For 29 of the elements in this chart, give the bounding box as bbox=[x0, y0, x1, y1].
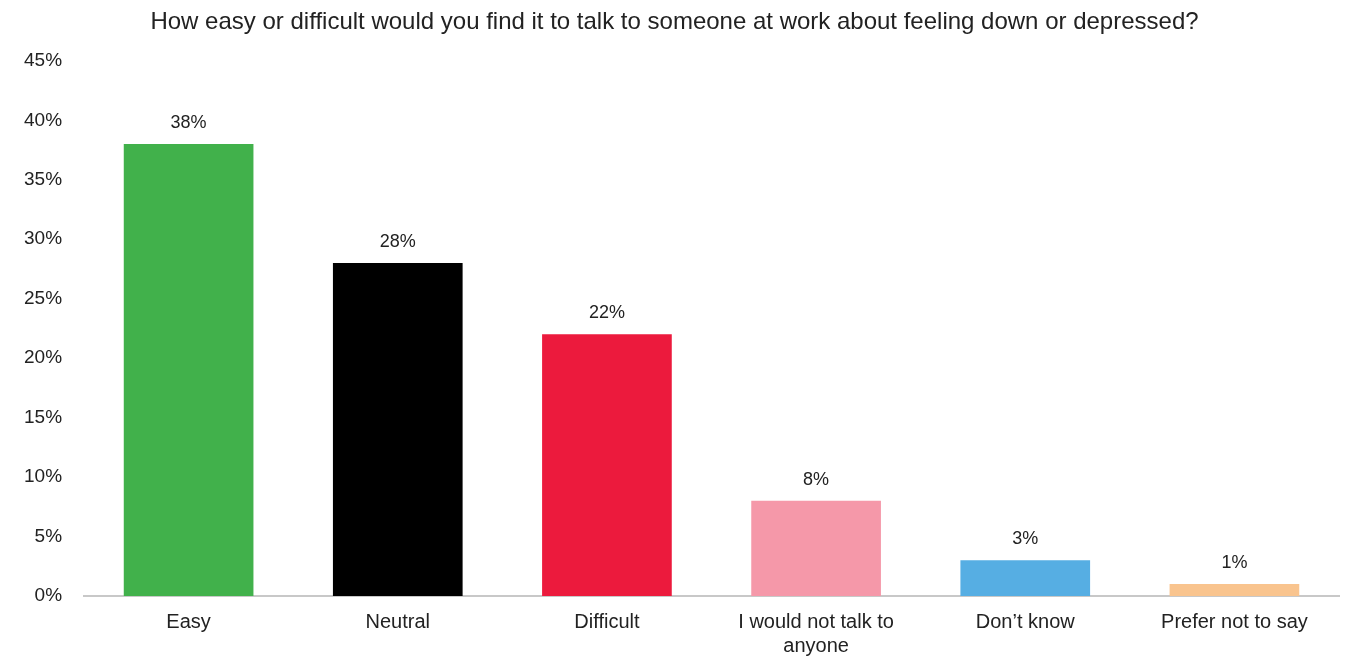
y-tick-label: 30% bbox=[24, 227, 63, 249]
y-tick-label: 5% bbox=[34, 524, 63, 546]
bar bbox=[751, 500, 881, 596]
x-tick-label: Prefer not to say bbox=[1161, 609, 1308, 632]
data-label: 1% bbox=[1221, 552, 1248, 573]
y-tick-label: 25% bbox=[24, 286, 63, 308]
x-tick-label: Don’t know bbox=[975, 609, 1076, 632]
bar bbox=[332, 262, 463, 596]
x-tick-label: Easy bbox=[166, 609, 211, 632]
x-tick-label: Difficult bbox=[574, 609, 640, 632]
bar bbox=[542, 334, 672, 596]
bar bbox=[1169, 584, 1300, 596]
y-tick-label: 10% bbox=[24, 465, 63, 487]
chart-title: How easy or difficult would you find it to talk to someone at work about feeling down or depressed? bbox=[150, 7, 1199, 35]
bar bbox=[960, 560, 1091, 596]
y-tick-label: 40% bbox=[24, 108, 63, 130]
x-tick-label: Neutral bbox=[365, 609, 431, 632]
data-label: 3% bbox=[1012, 528, 1039, 549]
data-label: 8% bbox=[803, 468, 830, 489]
y-tick-label: 0% bbox=[34, 584, 63, 606]
data-label: 28% bbox=[379, 230, 416, 251]
y-tick-label: 20% bbox=[24, 346, 63, 368]
y-tick-label: 45% bbox=[24, 49, 63, 71]
y-tick-label: 15% bbox=[24, 405, 63, 427]
x-tick-label: I would not talk to anyone bbox=[738, 609, 894, 656]
y-tick-label: 35% bbox=[24, 167, 63, 189]
bar bbox=[123, 144, 254, 596]
data-label: 38% bbox=[170, 112, 207, 133]
data-label: 22% bbox=[588, 302, 625, 323]
